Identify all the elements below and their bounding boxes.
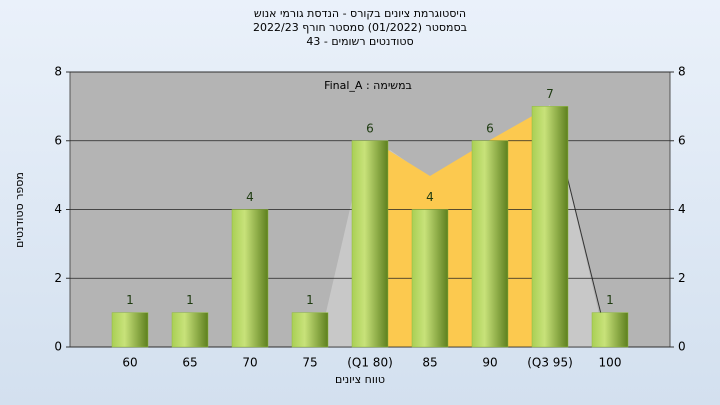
data-label: 1 xyxy=(606,293,614,307)
x-tick-label: (Q1 80) xyxy=(347,356,393,370)
bar xyxy=(171,312,209,348)
data-label: 1 xyxy=(126,293,134,307)
annotation: במשימה : Final_A xyxy=(324,79,412,92)
y2-tick-label: 4 xyxy=(678,202,686,216)
bar xyxy=(471,140,509,348)
x-tick-label: 75 xyxy=(302,356,317,370)
data-label: 1 xyxy=(306,293,314,307)
x-tick-label: 90 xyxy=(482,356,497,370)
y2-tick-label: 6 xyxy=(678,133,686,147)
x-tick-label: 100 xyxy=(599,356,622,370)
chart-subtitle: סטודנטים רשומים - 43 xyxy=(306,35,413,48)
y2-tick-label: 8 xyxy=(678,65,686,79)
y-tick-label: 2 xyxy=(54,271,62,285)
bar xyxy=(351,140,389,348)
bar xyxy=(111,312,149,348)
x-tick-label: 85 xyxy=(422,356,437,370)
data-label: 4 xyxy=(426,190,434,204)
bar xyxy=(231,209,269,348)
bar xyxy=(291,312,329,348)
x-tick-label: (Q3 95) xyxy=(527,356,573,370)
trend-line xyxy=(564,167,603,319)
y-tick-label: 8 xyxy=(54,65,62,79)
y-tick-label: 6 xyxy=(54,133,62,147)
x-tick-label: 60 xyxy=(122,356,137,370)
data-label: 1 xyxy=(186,293,194,307)
x-tick-label: 65 xyxy=(182,356,197,370)
chart-title: היסטוגרמת ציונים בקורס - הנדסת גורמי אנו… xyxy=(254,7,466,20)
data-label: 6 xyxy=(486,121,494,135)
chart-subtitle: בסמסטר (01/2022) סמסטר חורף 2022/23 xyxy=(253,21,467,34)
y2-tick-label: 2 xyxy=(678,271,686,285)
data-label: 6 xyxy=(366,121,374,135)
y-axis-label: מספר סטודנטים xyxy=(13,172,26,248)
bar xyxy=(411,209,449,348)
x-tick-label: 70 xyxy=(242,356,257,370)
y-tick-label: 4 xyxy=(54,202,62,216)
y-tick-label: 0 xyxy=(54,340,62,354)
bar xyxy=(591,312,629,348)
x-axis-label: טווח ציונים xyxy=(335,373,385,386)
data-label: 4 xyxy=(246,190,254,204)
data-label: 7 xyxy=(546,87,554,101)
y2-tick-label: 0 xyxy=(678,340,686,354)
bar xyxy=(531,106,569,348)
